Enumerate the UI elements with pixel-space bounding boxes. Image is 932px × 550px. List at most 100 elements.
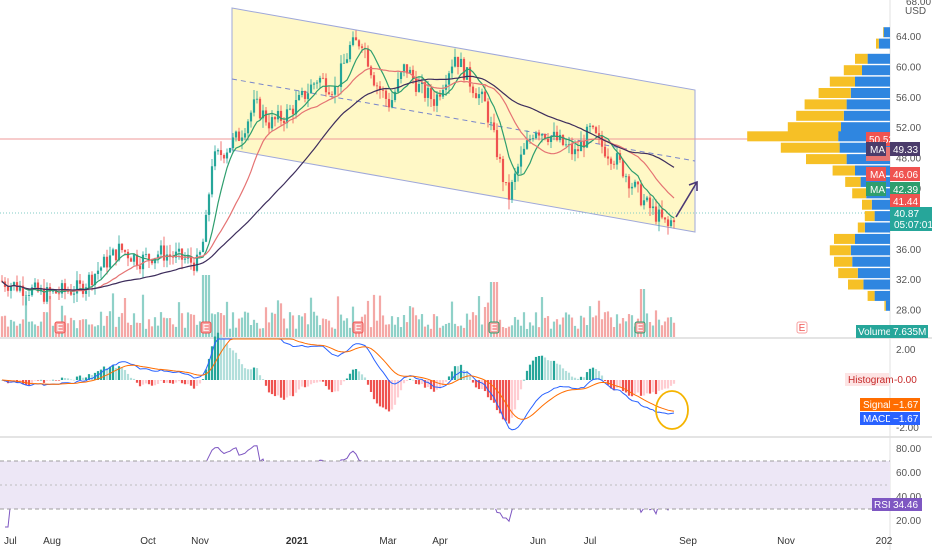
macd-histogram-bar	[111, 365, 115, 380]
candle-body	[333, 86, 337, 95]
macd-histogram-bar	[471, 380, 475, 383]
earnings-marker	[634, 321, 646, 334]
candle-body	[570, 143, 574, 155]
candle-body	[366, 48, 370, 67]
volume-bar	[450, 301, 454, 337]
candle-body	[501, 158, 505, 183]
macd-histogram-bar	[381, 380, 385, 408]
earnings-marker-label: E	[203, 323, 210, 334]
candle-body	[147, 253, 151, 260]
candle-body	[585, 126, 589, 148]
candle-body	[231, 137, 235, 149]
bullish-arrow-annotation[interactable]	[675, 181, 698, 218]
hline-price-value: 50.53	[869, 135, 894, 146]
macd-cross-circle-annotation[interactable]	[655, 390, 689, 430]
macd-histogram-bar	[321, 380, 325, 382]
candle-body	[279, 110, 283, 121]
macd-histogram-bar	[333, 380, 337, 392]
candle-body	[150, 259, 154, 264]
candle-body	[303, 90, 307, 99]
candle-body	[240, 137, 244, 141]
volume-bar	[408, 306, 412, 337]
volume-profile-up-bar	[857, 268, 890, 279]
ma-red-line	[1, 67, 675, 292]
time-axis[interactable]: Jul Aug Oct Nov 2021 Mar Apr Jun Jul Sep Nov 202	[4, 536, 893, 547]
macd-histogram-bar	[663, 380, 667, 389]
volume-bar	[345, 318, 349, 337]
volume-bar	[498, 319, 502, 337]
histogram-label-name: Histogram	[848, 375, 894, 386]
candle-body	[351, 37, 355, 46]
ma-green-tag	[866, 182, 886, 196]
candle-body	[21, 285, 25, 296]
volume-bar	[336, 296, 340, 337]
currency-label: USD	[905, 6, 926, 17]
macd-histogram-bar	[549, 360, 553, 380]
candle-body	[300, 90, 304, 95]
volume-bar	[387, 324, 391, 337]
macd-histogram-bar	[264, 380, 268, 386]
macd-histogram-bar	[648, 380, 652, 394]
macd-histogram-bar	[504, 380, 508, 421]
candle-body	[381, 89, 385, 91]
candle-body	[204, 214, 208, 242]
rsi-label-badge	[872, 498, 890, 511]
candle-body	[99, 267, 103, 271]
volume-bar	[312, 311, 316, 337]
macd-value: −1.67	[893, 414, 919, 425]
volume-bar	[99, 311, 103, 337]
candle-body	[354, 37, 358, 41]
volume-bar	[531, 325, 535, 337]
last-price-badge	[890, 207, 932, 231]
candle-body	[36, 282, 40, 292]
histogram-label-badge	[845, 373, 889, 386]
candle-body	[318, 77, 322, 83]
price-axis-tick: 60.00	[896, 62, 921, 73]
macd-histogram-bar	[138, 380, 142, 387]
candle-body	[645, 197, 649, 201]
candle-body	[507, 182, 511, 200]
candle-body	[75, 280, 79, 294]
volume-bar	[144, 328, 148, 337]
macd-histogram-bar	[534, 356, 538, 380]
ma-green-line	[1, 47, 675, 293]
macd-histogram-bar	[651, 380, 655, 393]
candle-body	[321, 77, 325, 79]
candle-body	[249, 112, 253, 122]
candle-body	[252, 99, 256, 113]
candle-body	[612, 163, 616, 165]
candle-body	[432, 99, 436, 106]
volume-bar	[111, 293, 115, 337]
candle-body	[306, 93, 310, 99]
candle-body	[666, 219, 670, 227]
candle-body	[651, 206, 655, 209]
signal-value: −1.67	[893, 400, 919, 411]
bar-countdown: 05:07:01	[894, 220, 932, 231]
signal-label-badge	[860, 398, 890, 411]
macd-histogram-bar	[642, 380, 646, 396]
macd-histogram-bar	[69, 379, 73, 381]
macd-histogram-bar	[96, 371, 100, 380]
volume-profile-down-bar	[829, 76, 855, 87]
macd-histogram-bar	[165, 380, 169, 383]
macd-histogram-bar	[588, 368, 592, 380]
volume-bar	[78, 320, 82, 337]
volume-bar	[522, 312, 526, 337]
volume-bar	[33, 324, 37, 337]
volume-bar	[420, 314, 424, 337]
volume-bar	[303, 313, 307, 337]
macd-line	[1, 338, 675, 431]
candle-body	[567, 143, 571, 145]
candle-body	[390, 100, 394, 108]
volume-bar	[333, 328, 337, 337]
candle-body	[648, 197, 652, 209]
ma-green-value: 42.39	[893, 185, 918, 196]
volume-bar	[651, 325, 655, 337]
macd-histogram-bar	[399, 380, 403, 391]
macd-histogram-bar	[603, 380, 607, 382]
macd-histogram-bar	[594, 368, 598, 380]
volume-bar	[201, 275, 205, 337]
volume-bar	[315, 315, 319, 337]
